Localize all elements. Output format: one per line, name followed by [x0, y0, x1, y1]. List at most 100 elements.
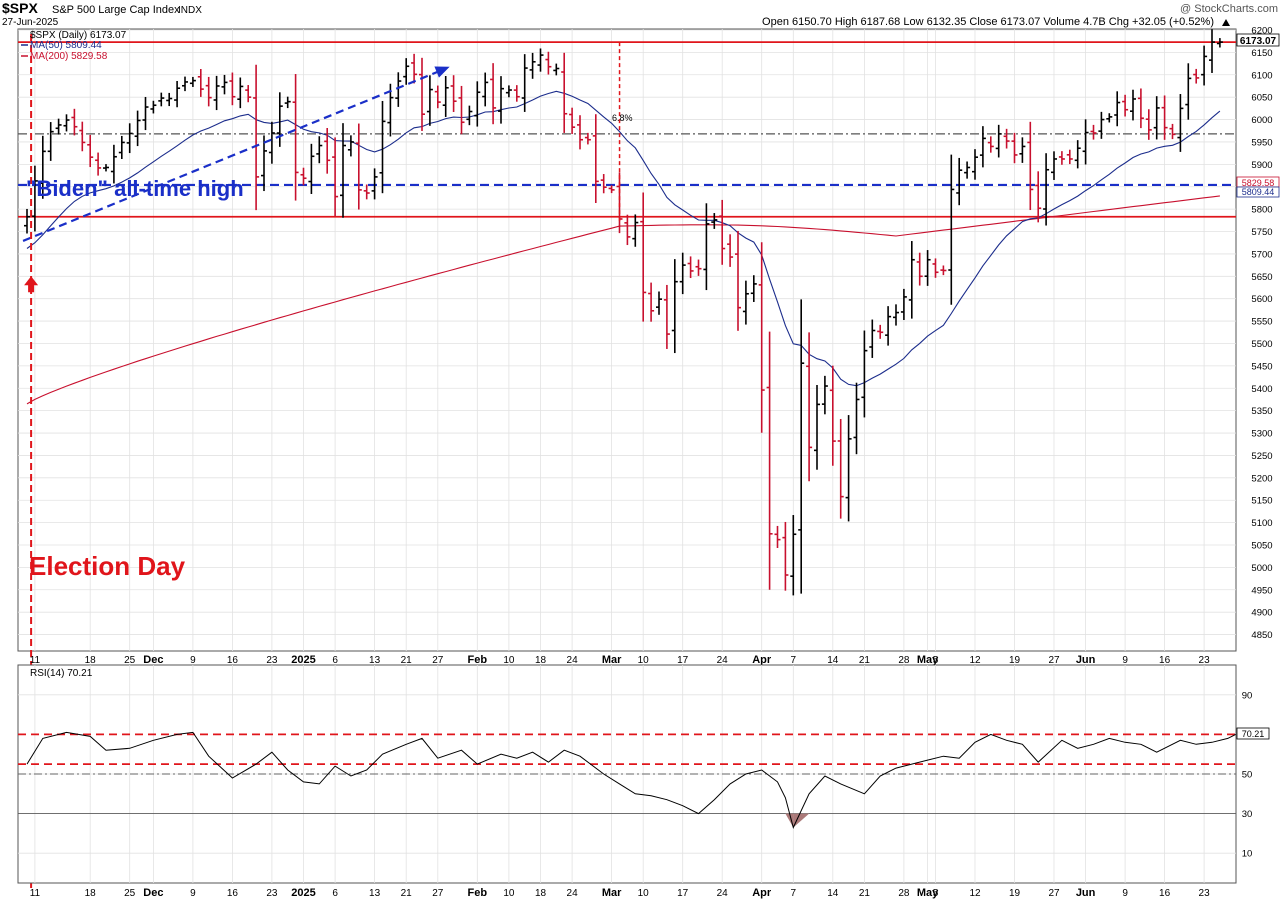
price-bar: [584, 132, 591, 145]
exchange-label: INDX: [178, 5, 202, 16]
price-bar: [695, 259, 702, 276]
price-bar: [648, 282, 655, 322]
date-tick-label: 24: [567, 888, 579, 899]
price-tick-label: 5300: [1251, 429, 1272, 440]
ma200-tag-text: 5829.58: [1242, 178, 1275, 188]
date-tick-label: 16: [1159, 888, 1171, 899]
date-tick-label: 24: [717, 888, 729, 899]
price-bar: [1011, 132, 1018, 164]
price-bar: [569, 107, 576, 135]
price-bar: [663, 284, 670, 349]
price-bar: [1035, 171, 1042, 223]
price-bar: [1201, 45, 1208, 86]
price-bar: [237, 77, 244, 109]
price-bar: [735, 230, 741, 331]
price-bar: [450, 75, 457, 112]
price-bar: [1051, 151, 1057, 180]
price-bar: [924, 250, 931, 286]
date-tick-label: 16: [227, 888, 239, 899]
price-tick-label: 5450: [1251, 361, 1272, 372]
rsi-value-tag: [1236, 727, 1270, 740]
date-tick-label: 13: [369, 888, 381, 899]
rsi-label: RSI(14) 70.21: [30, 668, 93, 679]
price-bar: [679, 252, 686, 295]
date-tick-label: Mar: [602, 654, 622, 666]
date-tick-label: 2025: [291, 654, 315, 666]
price-bar: [1019, 137, 1026, 163]
date-tick-label: 5: [933, 888, 939, 899]
price-bar: [1177, 94, 1184, 152]
close-price-tag-text: 6173.07: [1240, 36, 1277, 47]
drawdown-label: 6.8%: [612, 113, 633, 123]
index-name: S&P 500 Large Cap Index: [52, 4, 180, 16]
price-bar: [742, 280, 749, 325]
price-bar: [103, 164, 109, 172]
price-bar: [403, 58, 410, 85]
date-tick-label: 18: [85, 888, 97, 899]
price-bar: [956, 157, 963, 206]
date-tick-label: 19: [1009, 888, 1021, 899]
price-bar: [324, 127, 331, 174]
price-tick-label: 5600: [1251, 294, 1272, 305]
price-bar: [474, 81, 481, 127]
price-bar: [940, 265, 947, 276]
price-bar: [727, 234, 734, 267]
price-bar: [1027, 121, 1034, 211]
price-bar: [1058, 151, 1065, 165]
date-tick-label: 27: [1048, 655, 1060, 666]
legend-ma50: MA(50) 5809.44: [30, 40, 102, 51]
date-tick-label: Jun: [1076, 654, 1096, 666]
date-tick-label: 10: [638, 888, 650, 899]
price-bar: [513, 85, 520, 102]
price-bar: [1185, 63, 1192, 120]
date-tick-label: 16: [1159, 655, 1171, 666]
price-bar: [268, 121, 275, 164]
election-day-up-arrow-icon: [24, 276, 39, 293]
price-bar: [142, 96, 149, 131]
date-tick-label: 9: [190, 888, 196, 899]
date-tick-label: 27: [432, 888, 444, 899]
price-bar: [411, 53, 418, 84]
price-bar: [972, 149, 978, 180]
date-tick-label: 21: [859, 655, 871, 666]
ma50-tag: [1236, 186, 1280, 198]
price-bar: [916, 252, 923, 286]
price-bar: [229, 72, 236, 106]
date-tick-label: 19: [1009, 655, 1021, 666]
ma50-line: [26, 90, 1221, 387]
price-bar: [126, 123, 133, 154]
price-bar: [790, 515, 797, 596]
date-tick-label: 14: [827, 888, 839, 899]
price-bar: [893, 304, 899, 326]
price-tick-label: 5650: [1251, 272, 1272, 283]
ticker-symbol: $SPX: [2, 0, 38, 16]
price-bar: [608, 185, 615, 194]
rsi-oversold-fill: [785, 813, 794, 828]
date-tick-label: 25: [124, 655, 136, 666]
price-bar: [308, 143, 315, 194]
price-bar: [798, 299, 805, 594]
chart-date: 27-Jun-2025: [2, 17, 59, 28]
price-bar: [87, 134, 94, 168]
price-bar: [316, 136, 323, 164]
date-tick-label: 18: [535, 888, 547, 899]
price-bar: [766, 331, 773, 590]
price-tick-label: 5100: [1251, 518, 1272, 529]
price-bar: [1193, 68, 1200, 84]
price-bar: [498, 76, 504, 124]
date-tick-label: 18: [535, 655, 547, 666]
date-tick-label: 17: [677, 655, 689, 666]
price-tick-label: 5550: [1251, 317, 1272, 328]
price-bar: [261, 135, 267, 192]
price-bar: [829, 365, 836, 466]
price-bar: [63, 114, 70, 132]
price-bar: [632, 214, 639, 247]
date-tick-label: Jun: [1076, 887, 1096, 899]
price-bar: [1137, 88, 1144, 129]
price-tick-label: 5000: [1251, 563, 1272, 574]
price-bars: [24, 29, 1223, 596]
rsi-tick-label: 90: [1242, 690, 1253, 701]
price-bar: [442, 75, 449, 117]
price-bar: [332, 137, 339, 217]
price-bar: [719, 199, 726, 265]
